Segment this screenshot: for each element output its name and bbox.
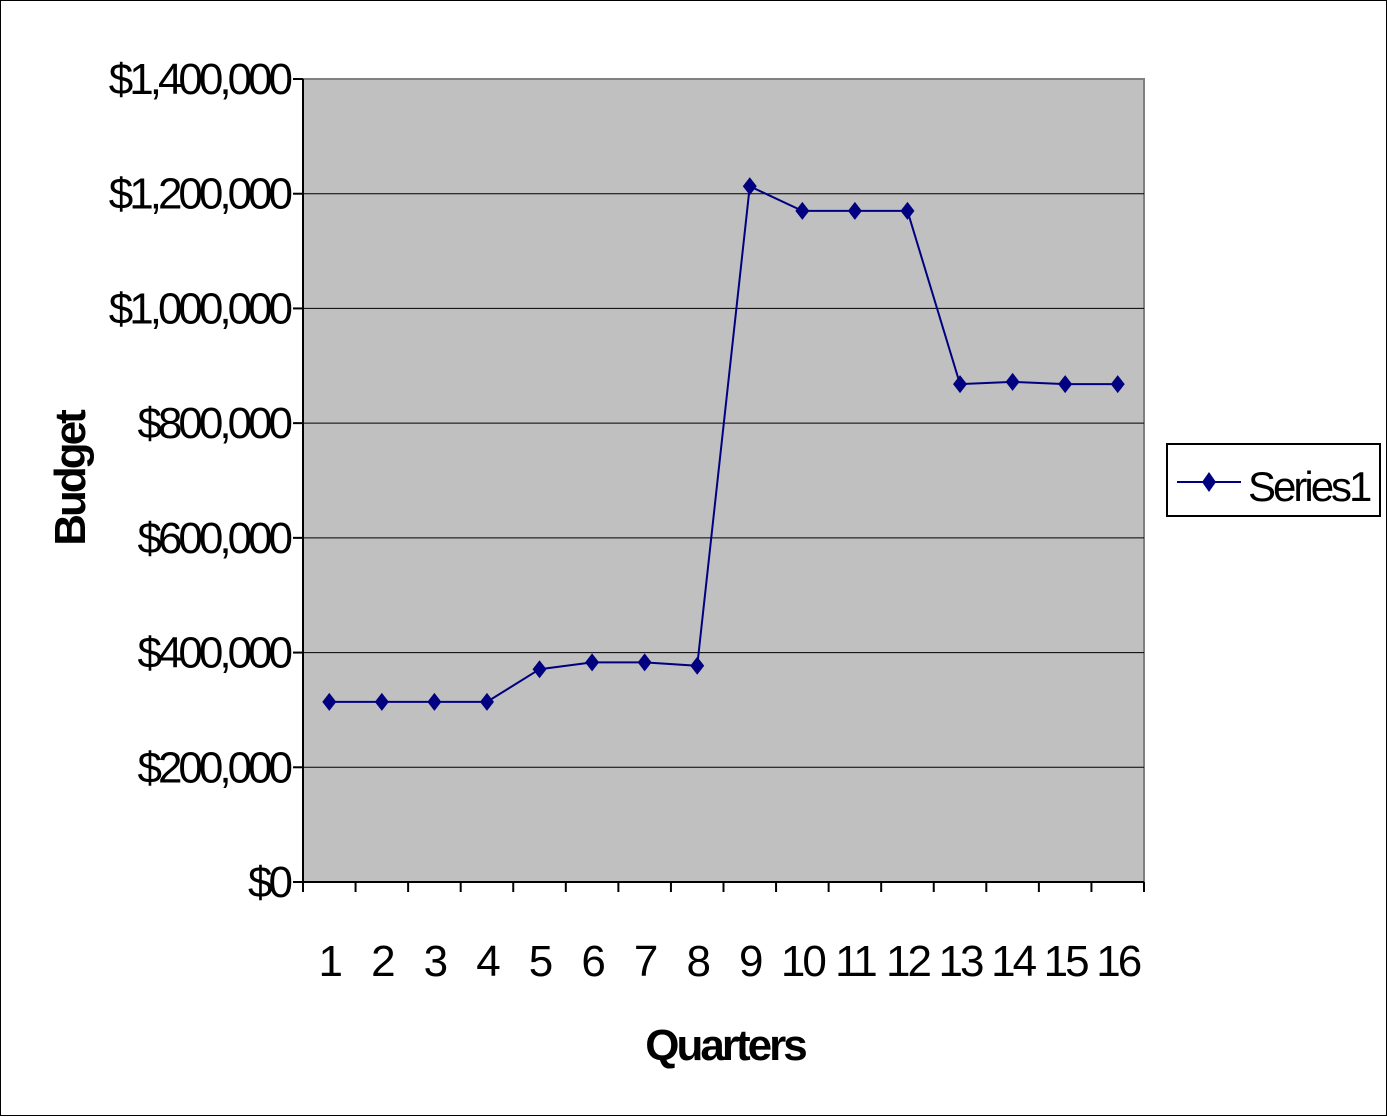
x-tick-label: 16	[1096, 937, 1140, 986]
y-tick-label: $1,400,000	[109, 55, 292, 104]
plot-area	[302, 78, 1145, 883]
x-tick-label: 3	[424, 937, 447, 986]
series-line	[329, 184, 1118, 703]
x-tick-label: 8	[686, 937, 709, 986]
legend-label-series1: Series1	[1248, 463, 1371, 510]
data-point	[322, 692, 337, 711]
data-point	[690, 656, 705, 675]
data-point	[585, 653, 600, 672]
legend-marker-swatch	[1202, 472, 1216, 492]
x-tick-label: 2	[371, 937, 394, 986]
data-point	[1058, 375, 1073, 394]
legend: Series1	[1166, 443, 1381, 517]
x-tick-label: 9	[739, 937, 762, 986]
x-axis-ticks: 1 2 3 4 5 6 7 8 9 10 11 12 13 14 15 16	[302, 882, 1145, 986]
y-tick-label: $0	[248, 858, 291, 907]
data-point	[427, 692, 442, 711]
x-tick-label: 13	[939, 937, 983, 986]
y-tick-label: $200,000	[137, 743, 291, 792]
data-point	[742, 177, 757, 196]
x-axis-title: Quarters	[645, 1021, 806, 1070]
x-tick-label: 1	[319, 937, 342, 986]
x-tick-label: 6	[581, 937, 604, 986]
legend-box	[1166, 443, 1381, 517]
data-point	[900, 201, 915, 220]
data-point	[953, 375, 968, 394]
y-axis-title: Budget	[46, 409, 95, 546]
x-tick-label: 5	[529, 937, 552, 986]
data-point	[374, 692, 389, 711]
series-1	[322, 177, 1125, 711]
data-point	[532, 660, 547, 679]
x-tick-label: 10	[781, 937, 825, 986]
gridlines	[303, 193, 1144, 768]
y-axis-ticks: $0 $200,000 $400,000 $600,000 $800,000 $1,000…	[109, 55, 303, 907]
y-tick-label: $1,200,000	[109, 170, 292, 219]
data-point	[1110, 375, 1125, 394]
x-tick-label: 11	[835, 937, 876, 986]
data-point	[479, 692, 494, 711]
y-tick-label: $1,000,000	[109, 284, 292, 333]
y-tick-label: $800,000	[137, 399, 291, 448]
x-tick-label: 4	[476, 937, 500, 986]
y-tick-label: $600,000	[137, 514, 291, 563]
x-tick-label: 12	[886, 937, 930, 986]
x-tick-label: 15	[1044, 937, 1088, 986]
x-tick-label: 14	[991, 937, 1036, 986]
y-tick-label: $400,000	[137, 629, 291, 678]
data-point	[637, 653, 652, 672]
x-tick-label: 7	[634, 937, 657, 986]
data-point	[847, 201, 862, 220]
data-point	[1005, 372, 1020, 391]
data-point	[795, 201, 810, 220]
